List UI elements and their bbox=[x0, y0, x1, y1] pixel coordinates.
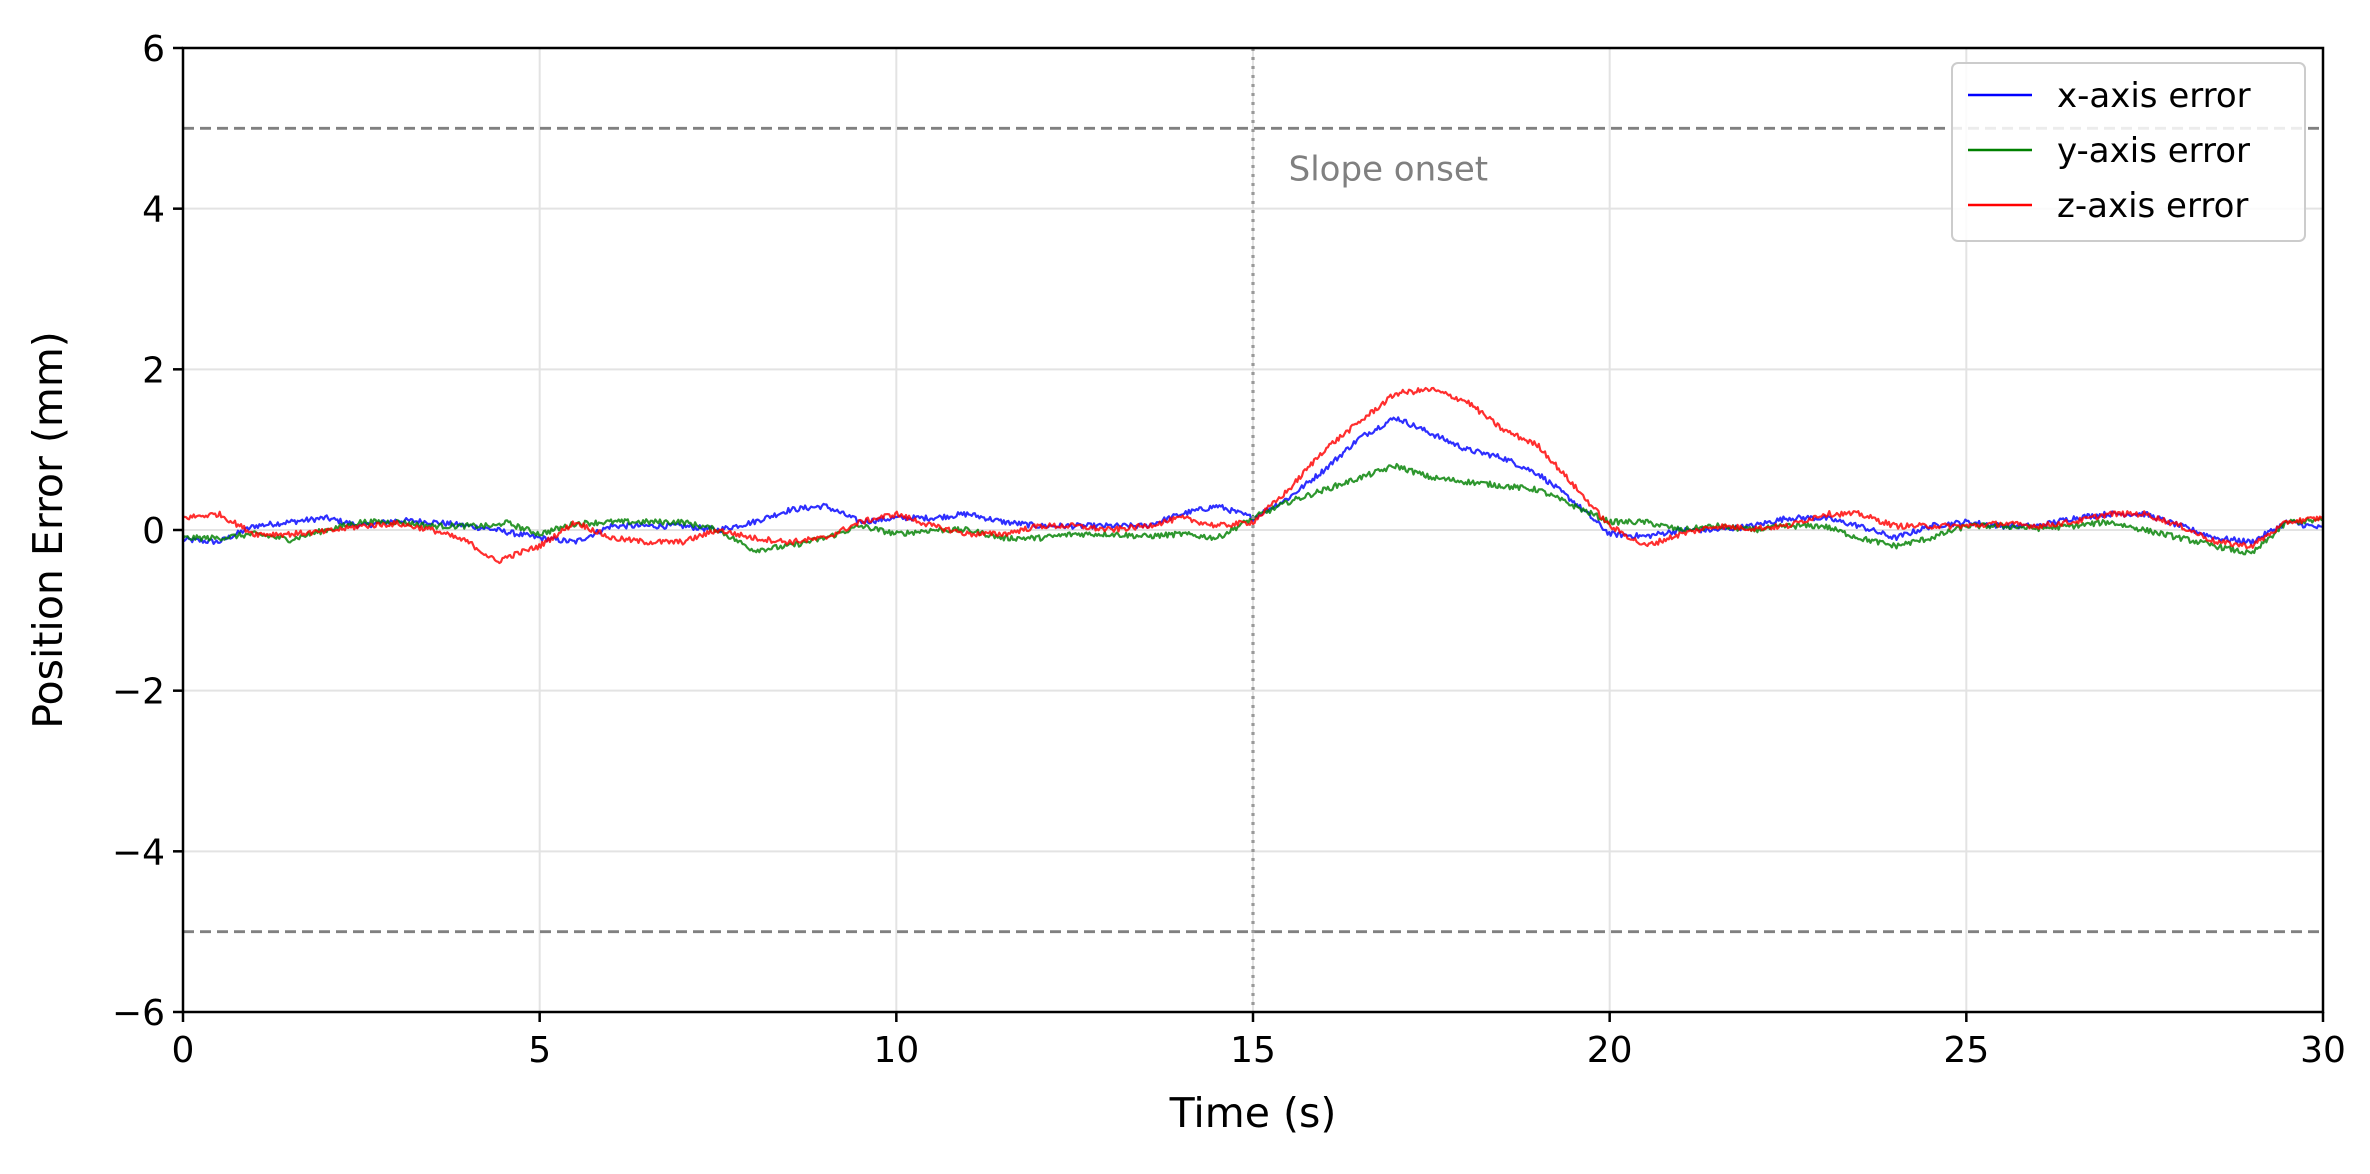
series-layer bbox=[182, 386, 2324, 565]
series-line-y bbox=[182, 462, 2324, 556]
y-tick-label: 0 bbox=[142, 511, 165, 552]
x-tick-label: 15 bbox=[1230, 1030, 1276, 1071]
x-tick-label: 5 bbox=[528, 1030, 551, 1071]
legend-label-x: x-axis error bbox=[2057, 76, 2251, 116]
annotation-layer: Slope onset bbox=[1251, 48, 1488, 1012]
legend-box bbox=[1951, 62, 2306, 242]
y-tick-label: −2 bbox=[112, 672, 165, 713]
series-line-z bbox=[182, 386, 2324, 565]
legend-label-y: y-axis error bbox=[2057, 131, 2250, 171]
x-axis-title: Time (s) bbox=[1169, 1089, 1337, 1137]
y-tick-label: −4 bbox=[112, 832, 165, 873]
x-tick-label: 25 bbox=[1943, 1030, 1989, 1071]
legend-label-z: z-axis error bbox=[2057, 186, 2248, 226]
y-axis-title: Position Error (mm) bbox=[24, 331, 72, 729]
x-tick-label: 0 bbox=[172, 1030, 195, 1071]
tick-layer: 0 5 10 15 20 25 30 −6 −4 −2 0 2 4 6 bbox=[112, 29, 2346, 1071]
slope-onset-label: Slope onset bbox=[1289, 150, 1488, 190]
y-tick-label: 6 bbox=[142, 29, 165, 70]
y-tick-label: 2 bbox=[142, 350, 165, 391]
y-tick-label: −6 bbox=[112, 993, 165, 1034]
series-line-x bbox=[182, 416, 2324, 546]
x-tick-label: 30 bbox=[2300, 1030, 2346, 1071]
x-tick-label: 20 bbox=[1587, 1030, 1633, 1071]
x-tick-label: 10 bbox=[873, 1030, 919, 1071]
legend: x-axis error y-axis error z-axis error bbox=[1951, 62, 2306, 242]
y-tick-label: 4 bbox=[142, 190, 165, 231]
